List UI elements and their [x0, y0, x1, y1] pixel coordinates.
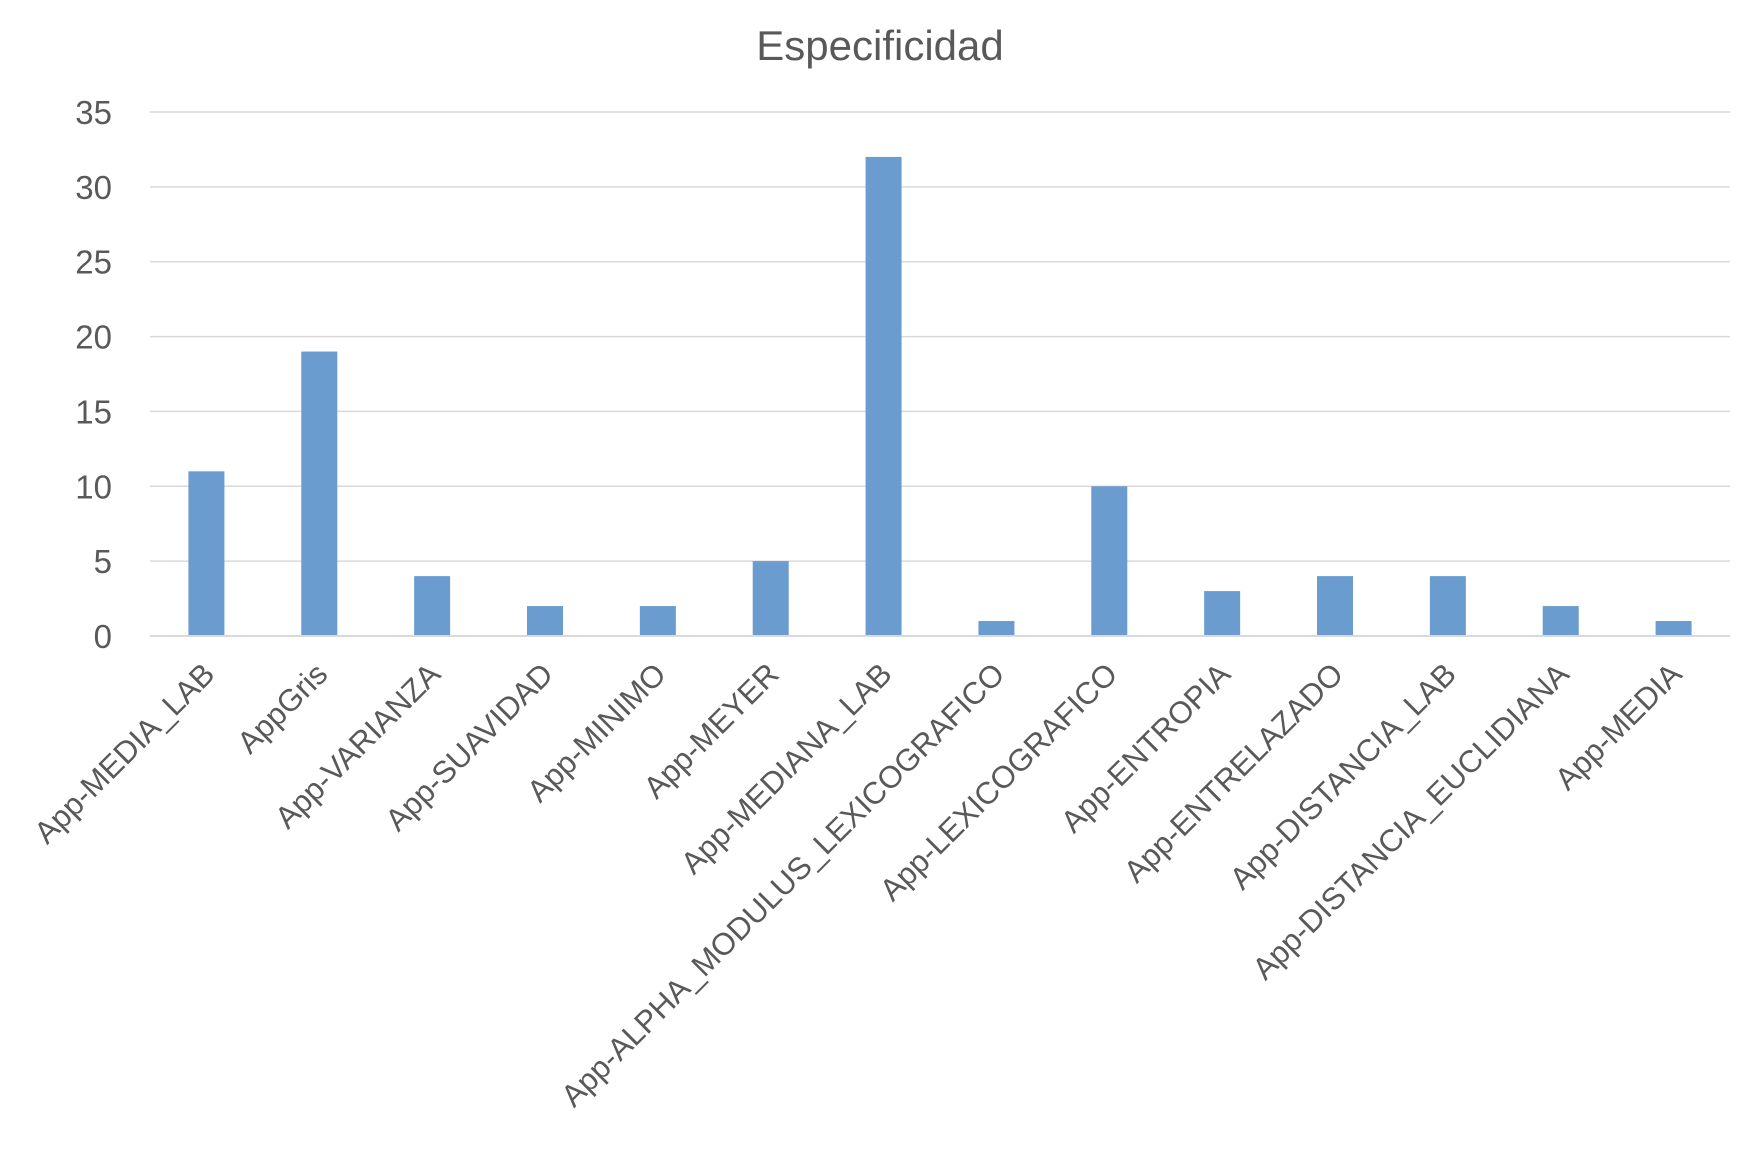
y-tick-label: 15: [75, 393, 112, 430]
y-tick-label: 10: [75, 468, 112, 505]
y-axis-ticks: 0 5 10 15 20 25 30 35: [75, 94, 112, 655]
bar: [1317, 576, 1353, 636]
bar: [527, 606, 563, 636]
chart-title: Especificidad: [756, 22, 1003, 69]
x-axis-ticks: App-MEDIA_LAB AppGrisApp-VARIANZAApp-SUAV…: [27, 656, 1688, 1113]
x-tick-label: AppGris: [230, 656, 334, 760]
bar: [865, 156, 902, 636]
x-tick-label: App-MEDIA_LAB: [27, 656, 221, 850]
bars: [188, 156, 1692, 636]
grid-lines: [150, 111, 1730, 562]
bar: [978, 621, 1015, 636]
bar: [1655, 621, 1692, 636]
x-tick-label: App-MEDIANA_LAB: [674, 656, 899, 881]
bar: [414, 576, 451, 636]
bar: [301, 351, 338, 636]
y-tick-label: 30: [75, 169, 112, 206]
bar: [1542, 606, 1579, 636]
y-tick-label: 5: [94, 543, 112, 580]
y-tick-label: 0: [94, 618, 112, 655]
bar: [1204, 591, 1241, 636]
y-tick-label: 25: [75, 244, 112, 281]
bar: [752, 561, 789, 636]
y-tick-label: 20: [75, 319, 112, 356]
bar: [1091, 486, 1128, 636]
bar: [639, 606, 676, 636]
bar: [1429, 576, 1466, 636]
y-tick-label: 35: [75, 94, 112, 131]
bar: [188, 471, 225, 636]
x-tick-label: App-DISTANCIA_LAB: [1223, 656, 1463, 896]
x-tick-label: App-ENTRELAZADO: [1117, 656, 1350, 889]
